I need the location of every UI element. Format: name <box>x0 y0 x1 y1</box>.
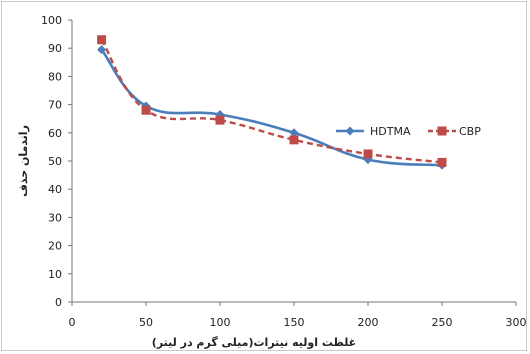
y-tick-label: 90 <box>48 42 62 55</box>
x-tick-label: 150 <box>284 316 305 329</box>
x-tick-label: 250 <box>432 316 453 329</box>
y-tick-label: 20 <box>48 240 62 253</box>
legend-marker-hdtma <box>345 126 355 136</box>
legend-label-hdtma: HDTMA <box>370 125 411 138</box>
x-axis: 0 50 100 150 200 250 300 <box>69 301 527 329</box>
data-point-cbp <box>437 157 447 167</box>
x-tick-label: 200 <box>358 316 379 329</box>
y-tick-label: 10 <box>48 268 62 281</box>
data-point-cbp <box>141 105 151 115</box>
series-group <box>97 35 447 170</box>
data-point-hdtma <box>97 45 107 55</box>
data-point-cbp <box>215 115 225 125</box>
y-tick-label: 60 <box>48 127 62 140</box>
data-point-hdtma <box>289 128 299 138</box>
x-tick-label: 50 <box>139 316 153 329</box>
y-axis-title: راندمان حذف <box>17 125 30 197</box>
data-point-cbp <box>363 149 373 159</box>
legend-marker-cbp <box>437 126 447 136</box>
y-tick-label: 70 <box>48 99 62 112</box>
data-point-cbp <box>289 135 299 145</box>
y-tick-label: 100 <box>41 14 62 27</box>
y-tick-label: 80 <box>48 70 62 83</box>
y-tick-label: 40 <box>48 183 62 196</box>
x-tick-label: 100 <box>210 316 231 329</box>
legend-label-cbp: CBP <box>459 125 481 138</box>
y-tick-label: 0 <box>55 296 62 309</box>
legend: HDTMA CBP <box>336 125 481 138</box>
data-point-cbp <box>97 35 107 45</box>
series-line-hdtma <box>100 48 443 167</box>
y-tick-label: 30 <box>48 211 62 224</box>
series-line-cbp <box>100 39 443 164</box>
y-axis: 0 10 20 30 40 50 60 70 80 90 100 <box>41 14 73 309</box>
y-tick-label: 50 <box>48 155 62 168</box>
x-tick-label: 0 <box>69 316 76 329</box>
x-tick-label: 300 <box>506 316 527 329</box>
x-axis-title: غلظت اولیه نیترات(میلی گرم در لیتر) <box>152 336 356 349</box>
